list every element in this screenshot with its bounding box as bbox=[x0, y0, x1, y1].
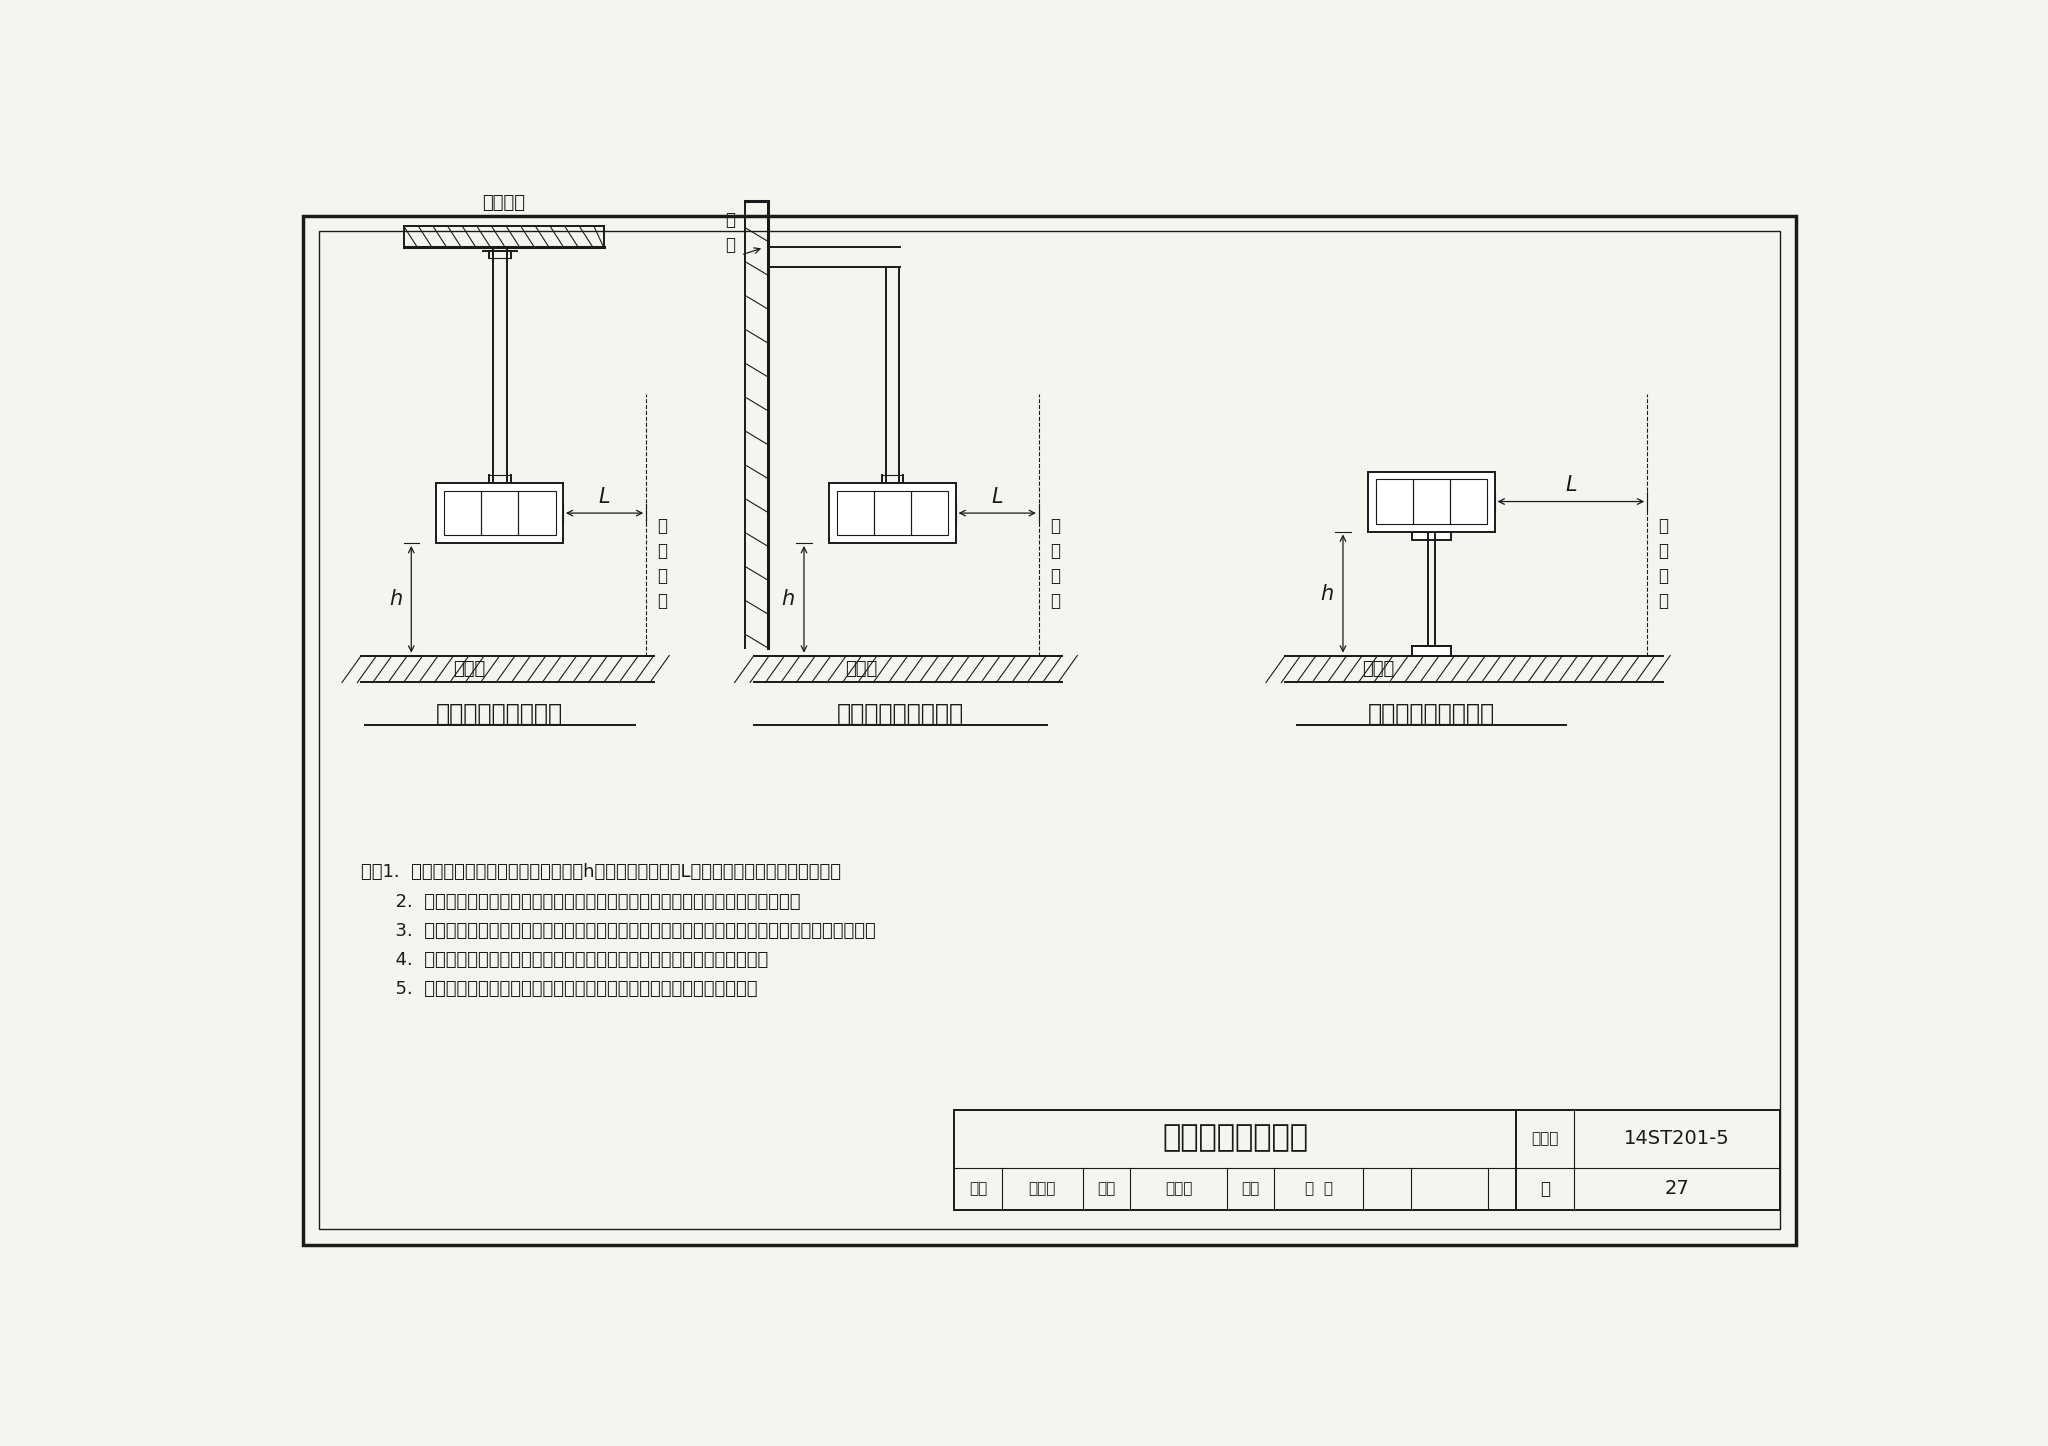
Text: h: h bbox=[1321, 584, 1333, 603]
Text: 立柱式安装正立面图: 立柱式安装正立面图 bbox=[1368, 701, 1495, 726]
Text: 27: 27 bbox=[1665, 1180, 1690, 1199]
Text: 校对: 校对 bbox=[1098, 1181, 1116, 1196]
Text: 2.  在站台地面上安装时，应采用金属机柱安装方式，机柱与地面应垂直安装牢固。: 2. 在站台地面上安装时，应采用金属机柱安装方式，机柱与地面应垂直安装牢固。 bbox=[360, 892, 801, 911]
Text: L: L bbox=[991, 487, 1004, 508]
Bar bbox=[838, 490, 874, 535]
Text: 侧
墙: 侧 墙 bbox=[725, 211, 735, 253]
Text: h: h bbox=[782, 590, 795, 609]
Bar bbox=[436, 483, 563, 544]
Text: 3.  在站台顶棚下、隧道壁或高架线路桥梁上安装时，应采用金属支架安装方式，支架应安装牢固。: 3. 在站台顶棚下、隧道壁或高架线路桥梁上安装时，应采用金属支架安装方式，支架应… bbox=[360, 923, 877, 940]
Text: 图集号: 图集号 bbox=[1532, 1131, 1559, 1147]
Text: 审核: 审核 bbox=[969, 1181, 987, 1196]
Text: 5.  除此之外还有整合式安装，发车指示器安装在整合屏内指定位置即可。: 5. 除此之外还有整合式安装，发车指示器安装在整合屏内指定位置即可。 bbox=[360, 980, 758, 999]
Text: 张晓坡: 张晓坡 bbox=[1165, 1181, 1192, 1196]
Text: 4.  金属机柱、支架应经热镀锌、涂漆等防腐处理，并应无锈蚀和裂纹现象。: 4. 金属机柱、支架应经热镀锌、涂漆等防腐处理，并应无锈蚀和裂纹现象。 bbox=[360, 951, 768, 969]
Bar bbox=[874, 490, 911, 535]
Text: 侧墙式安装正立面图: 侧墙式安装正立面图 bbox=[838, 701, 965, 726]
Text: 站
台
边
缘: 站 台 边 缘 bbox=[1659, 516, 1669, 610]
Text: 顶部结构: 顶部结构 bbox=[481, 194, 524, 213]
Text: 站
台
边
缘: 站 台 边 缘 bbox=[1051, 516, 1061, 610]
Text: 发车指示器安装图: 发车指示器安装图 bbox=[1161, 1124, 1309, 1152]
Bar bbox=[319, 231, 1780, 1229]
Text: L: L bbox=[598, 487, 610, 508]
Text: h: h bbox=[389, 590, 401, 609]
Bar bbox=[444, 490, 481, 535]
Bar bbox=[1413, 479, 1450, 523]
Text: 14ST201-5: 14ST201-5 bbox=[1624, 1129, 1731, 1148]
Bar bbox=[1376, 479, 1413, 523]
Text: 页: 页 bbox=[1540, 1180, 1550, 1197]
Bar bbox=[911, 490, 948, 535]
Text: 站台面: 站台面 bbox=[846, 661, 879, 678]
Text: 注：1.  发车指示器的安装位置、安装高度（h）、距站台边缘（L）及显示方式应符合设计要求。: 注：1. 发车指示器的安装位置、安装高度（h）、距站台边缘（L）及显示方式应符合… bbox=[360, 863, 842, 882]
Text: 高玉起: 高玉起 bbox=[1028, 1181, 1057, 1196]
Text: 站台面: 站台面 bbox=[453, 661, 485, 678]
Bar bbox=[518, 490, 555, 535]
Bar bbox=[829, 483, 956, 544]
Bar bbox=[1450, 479, 1487, 523]
Bar bbox=[1413, 646, 1450, 655]
Text: 设计: 设计 bbox=[1241, 1181, 1260, 1196]
Bar bbox=[481, 490, 518, 535]
Bar bbox=[1368, 471, 1495, 532]
Text: 戴  伟: 戴 伟 bbox=[1305, 1181, 1333, 1196]
Text: 站
台
边
缘: 站 台 边 缘 bbox=[657, 516, 668, 610]
Bar bbox=[954, 1111, 1780, 1210]
Text: 站台面: 站台面 bbox=[1362, 661, 1395, 678]
Text: 吊装式安装正立面图: 吊装式安装正立面图 bbox=[436, 701, 563, 726]
Text: L: L bbox=[1565, 476, 1577, 496]
Bar bbox=[1413, 532, 1450, 539]
